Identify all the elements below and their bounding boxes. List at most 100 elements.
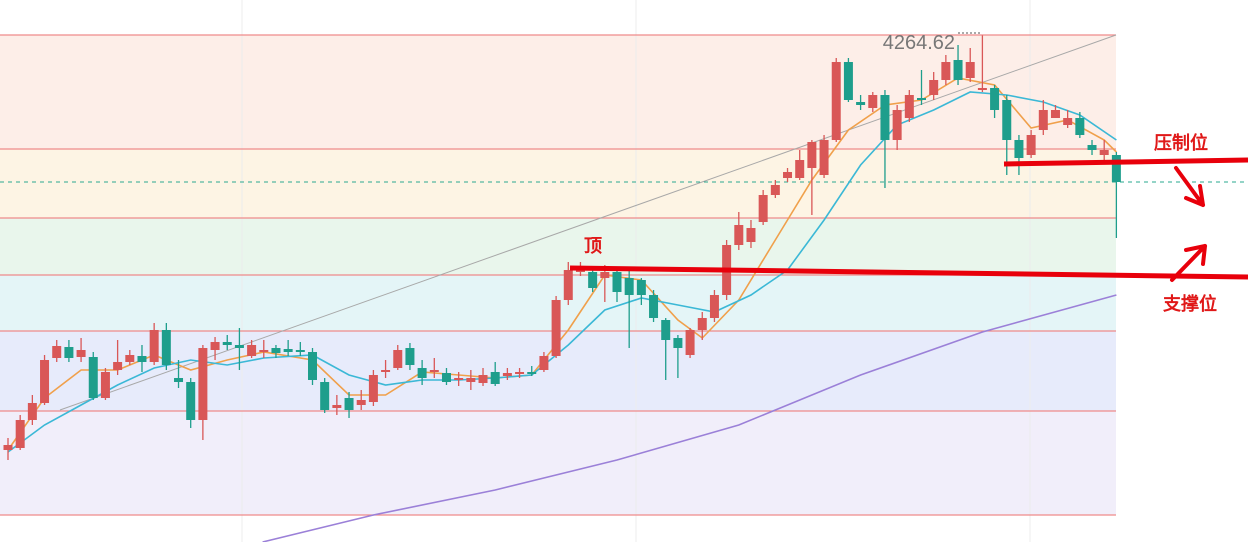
candle-body xyxy=(624,278,634,295)
candle-body xyxy=(3,445,13,450)
candle-body xyxy=(819,140,829,175)
candle-body xyxy=(831,62,841,140)
candle-body xyxy=(1050,110,1060,118)
candle-body xyxy=(381,370,391,372)
candle-body xyxy=(76,350,86,357)
candle-body xyxy=(649,295,659,318)
candle-body xyxy=(174,378,184,382)
candle-body xyxy=(527,372,537,374)
candle-body xyxy=(40,360,50,403)
candle-body xyxy=(685,330,695,355)
support-label: 支撑位 xyxy=(1162,293,1217,315)
candle-body xyxy=(868,95,878,108)
candle-body xyxy=(405,348,415,365)
candle-body xyxy=(515,372,525,374)
candle-body xyxy=(929,80,939,95)
candle-body xyxy=(283,349,293,352)
annotations: 顶 压制位 支撑位 4264.62 xyxy=(569,32,1248,315)
candle-body xyxy=(454,378,464,380)
candle-body xyxy=(612,272,622,292)
candle-body xyxy=(1111,155,1121,182)
candle-body xyxy=(308,352,317,380)
candle-body xyxy=(904,95,914,118)
high-label: 4264.62 xyxy=(883,32,955,54)
candle-body xyxy=(1038,110,1048,130)
candle-body xyxy=(1014,140,1024,158)
candle-body xyxy=(210,342,220,350)
candle-body xyxy=(186,382,196,420)
ma-line xyxy=(7,77,1117,451)
candle-body xyxy=(113,362,123,370)
candle-body xyxy=(965,62,975,78)
candle-body xyxy=(198,348,208,420)
candle-body xyxy=(770,185,780,195)
candle-body xyxy=(588,272,598,288)
candle-body xyxy=(125,355,135,362)
candle-body xyxy=(234,345,244,348)
candle-body xyxy=(441,373,451,382)
candle-body xyxy=(64,347,74,358)
candle-body xyxy=(393,350,403,368)
candle-body xyxy=(856,102,866,105)
candle-body xyxy=(368,375,378,402)
candle-body xyxy=(52,346,62,358)
candle-body xyxy=(478,375,488,383)
candle-body xyxy=(709,295,719,318)
candle-body xyxy=(746,228,756,242)
ma-line xyxy=(7,91,1117,453)
candle-body xyxy=(551,300,561,356)
candle-body xyxy=(843,62,853,100)
candle-body xyxy=(490,372,500,384)
arrow-up xyxy=(1170,244,1207,282)
candle-body xyxy=(417,368,427,378)
resistance-line xyxy=(1003,157,1248,167)
candle-body xyxy=(990,88,1000,110)
candle-body xyxy=(320,382,330,410)
candle-body xyxy=(563,270,573,300)
candle-body xyxy=(295,350,305,352)
candle-body xyxy=(1075,118,1085,135)
candle-body xyxy=(1026,135,1036,155)
candle-body xyxy=(953,60,963,80)
band xyxy=(0,411,1116,515)
resistance-label: 压制位 xyxy=(1154,132,1208,154)
arrow-down xyxy=(1174,166,1205,207)
candle-body xyxy=(1099,150,1109,155)
candle-body xyxy=(466,378,476,382)
candle-body xyxy=(977,88,987,90)
candle-body xyxy=(917,98,926,100)
candle-body xyxy=(734,225,744,245)
candle-body xyxy=(941,62,951,80)
candle-body xyxy=(783,172,793,178)
candle-body xyxy=(1002,100,1012,140)
candle-body xyxy=(15,420,25,448)
candle-body xyxy=(356,400,366,405)
band xyxy=(0,149,1116,218)
candle-body xyxy=(27,403,37,420)
candle-body xyxy=(271,348,281,353)
candle-body xyxy=(758,195,768,222)
candle-body xyxy=(332,405,342,408)
candle-body xyxy=(661,320,671,340)
candle-body xyxy=(161,330,171,365)
candle-body xyxy=(88,357,98,398)
candle-body xyxy=(1063,118,1073,125)
band xyxy=(0,218,1116,275)
candle-body xyxy=(600,272,610,278)
ma-line xyxy=(262,294,1117,542)
candle-body xyxy=(539,356,549,370)
candle-body xyxy=(807,142,817,168)
candle-body xyxy=(697,318,707,330)
candle-body xyxy=(892,110,902,140)
candle-body xyxy=(344,398,354,410)
plot xyxy=(3,35,1121,542)
candle-body xyxy=(149,330,159,362)
candle-body xyxy=(880,95,890,140)
candle-body xyxy=(259,350,269,352)
candle-body xyxy=(429,370,439,372)
candle-body xyxy=(100,372,110,398)
candle-body xyxy=(795,160,805,178)
